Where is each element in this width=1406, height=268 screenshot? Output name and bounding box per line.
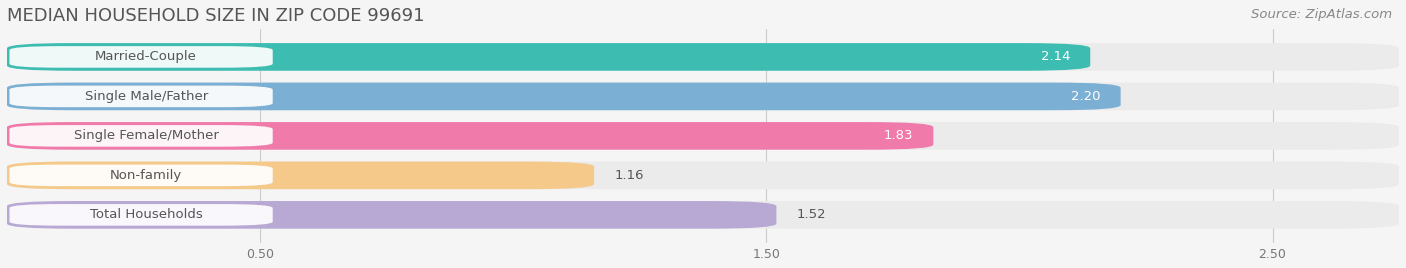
Text: 1.16: 1.16 [614, 169, 644, 182]
FancyBboxPatch shape [10, 125, 273, 147]
FancyBboxPatch shape [7, 201, 776, 229]
FancyBboxPatch shape [7, 83, 1399, 110]
Text: Source: ZipAtlas.com: Source: ZipAtlas.com [1251, 8, 1392, 21]
FancyBboxPatch shape [10, 165, 273, 186]
Text: 2.14: 2.14 [1040, 50, 1070, 64]
Text: Non-family: Non-family [110, 169, 183, 182]
FancyBboxPatch shape [7, 162, 1399, 189]
Text: Total Households: Total Households [90, 208, 202, 221]
Text: Single Male/Father: Single Male/Father [84, 90, 208, 103]
FancyBboxPatch shape [10, 85, 273, 107]
Text: MEDIAN HOUSEHOLD SIZE IN ZIP CODE 99691: MEDIAN HOUSEHOLD SIZE IN ZIP CODE 99691 [7, 7, 425, 25]
FancyBboxPatch shape [7, 43, 1090, 71]
Text: Married-Couple: Married-Couple [96, 50, 197, 64]
FancyBboxPatch shape [10, 204, 273, 226]
Text: Single Female/Mother: Single Female/Mother [73, 129, 218, 142]
FancyBboxPatch shape [7, 162, 595, 189]
FancyBboxPatch shape [7, 122, 1399, 150]
Text: 2.20: 2.20 [1071, 90, 1101, 103]
FancyBboxPatch shape [7, 43, 1399, 71]
Text: 1.83: 1.83 [883, 129, 912, 142]
FancyBboxPatch shape [7, 122, 934, 150]
FancyBboxPatch shape [7, 83, 1121, 110]
FancyBboxPatch shape [10, 46, 273, 68]
Text: 1.52: 1.52 [797, 208, 827, 221]
FancyBboxPatch shape [7, 201, 1399, 229]
